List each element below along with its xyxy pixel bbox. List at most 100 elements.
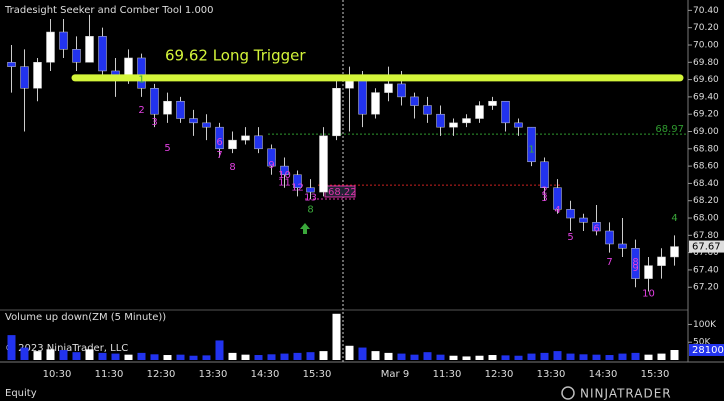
count-label: 5 xyxy=(164,143,170,154)
y-tick-label: 69.80 xyxy=(693,58,719,68)
volume-bar xyxy=(371,351,380,360)
volume-bar xyxy=(644,354,653,360)
last-price: 67.67 xyxy=(692,242,721,253)
candle-body xyxy=(163,100,172,115)
candle-body xyxy=(98,36,107,72)
volume-bar xyxy=(527,353,536,360)
y-tick-label: 67.60 xyxy=(693,248,719,258)
buy-arrow xyxy=(300,223,310,234)
volume-bar xyxy=(488,355,497,360)
volume-bar xyxy=(605,355,614,360)
count-label: 3 xyxy=(541,193,547,204)
volume-bar xyxy=(98,352,107,360)
count-label: 8 xyxy=(307,204,313,215)
volume-bar xyxy=(436,354,445,360)
x-tick-label: 11:30 xyxy=(433,369,462,380)
x-tick-label: 14:30 xyxy=(251,369,280,380)
candle-body xyxy=(670,246,679,258)
candle-body xyxy=(20,66,29,89)
count-label: 10 xyxy=(278,170,291,181)
candle-body xyxy=(527,126,536,163)
volume-title: Volume up down(ZM (5 Minute)) xyxy=(5,312,166,323)
volume-bar xyxy=(358,347,367,360)
count-label: 11 xyxy=(278,178,291,189)
volume-tick-label: 50K xyxy=(693,338,711,348)
volume-bar xyxy=(189,355,198,360)
candle-body xyxy=(371,92,380,115)
count-label: 9 xyxy=(632,263,638,274)
y-tick-label: 68.60 xyxy=(693,162,719,172)
y-tick-label: 68.40 xyxy=(693,179,719,189)
count-label: 6 xyxy=(593,223,599,234)
volume-bar xyxy=(33,351,42,360)
volume-bar xyxy=(410,354,419,360)
candle-body xyxy=(423,105,432,115)
candle-body xyxy=(306,187,315,193)
candle-body xyxy=(605,230,614,245)
volume-bar xyxy=(592,354,601,360)
candle-body xyxy=(228,139,237,150)
candle-body xyxy=(618,243,627,249)
volume-bar xyxy=(228,352,237,360)
y-tick-label: 67.40 xyxy=(693,265,719,275)
volume-bar xyxy=(85,349,94,360)
candle-body xyxy=(85,36,94,63)
y-tick-label: 70.00 xyxy=(693,40,719,50)
candle-body xyxy=(358,79,367,115)
count-label: 2 xyxy=(138,105,144,116)
y-tick-label: 69.60 xyxy=(693,75,719,85)
copyright: © 2023 NinjaTrader, LLC xyxy=(5,343,128,354)
volume-bar xyxy=(462,356,471,360)
candle-body xyxy=(46,31,55,63)
y-tick-label: 68.80 xyxy=(693,144,719,154)
candle-body xyxy=(72,49,81,63)
candle-body xyxy=(592,222,601,232)
candle-body xyxy=(332,87,341,137)
candle-body xyxy=(215,126,224,150)
y-tick-label: 70.40 xyxy=(693,6,719,16)
volume-bar xyxy=(72,352,81,360)
candle-body xyxy=(254,135,263,150)
volume-bar xyxy=(657,353,666,360)
candle-body xyxy=(7,62,16,67)
candle-body xyxy=(462,118,471,124)
volume-bar xyxy=(111,353,120,360)
candle-body xyxy=(657,256,666,266)
level-label: 68.22 xyxy=(328,187,357,198)
count-label: 5 xyxy=(567,232,573,243)
y-tick-label: 69.20 xyxy=(693,110,719,120)
volume-bar xyxy=(319,351,328,360)
y-tick-label: 70.20 xyxy=(693,23,719,33)
logo: NINJATRADER xyxy=(580,387,672,401)
volume-bar xyxy=(423,352,432,360)
count-label: 1 xyxy=(138,75,144,86)
y-tick-label: 69.40 xyxy=(693,92,719,102)
candle-body xyxy=(241,135,250,141)
volume-bar xyxy=(150,354,159,360)
volume-bar xyxy=(618,353,627,360)
volume-bar xyxy=(254,355,263,360)
last-volume: 28100 xyxy=(692,345,724,356)
volume-tick-label: 100K xyxy=(693,320,717,330)
count-label: 4 xyxy=(671,213,677,224)
candle-body xyxy=(59,31,68,50)
count-label: 7 xyxy=(216,150,222,161)
y-tick-label: 68.00 xyxy=(693,214,719,224)
volume-bar xyxy=(202,355,211,360)
y-tick-label: 68.20 xyxy=(693,196,719,206)
last-volume-box xyxy=(689,344,724,357)
volume-bar xyxy=(345,345,354,360)
footer-label: Equity xyxy=(5,388,37,399)
volume-bar xyxy=(293,352,302,360)
volume-bar xyxy=(553,351,562,360)
volume-bar xyxy=(7,335,16,360)
candle-body xyxy=(553,187,562,210)
x-tick-label: 15:30 xyxy=(641,369,670,380)
candle-body xyxy=(293,174,302,188)
volume-bar xyxy=(514,355,523,360)
x-tick-label: 13:30 xyxy=(537,369,566,380)
x-tick-label: 15:30 xyxy=(303,369,332,380)
count-label: 1 xyxy=(528,145,534,156)
candle-body xyxy=(540,161,549,188)
